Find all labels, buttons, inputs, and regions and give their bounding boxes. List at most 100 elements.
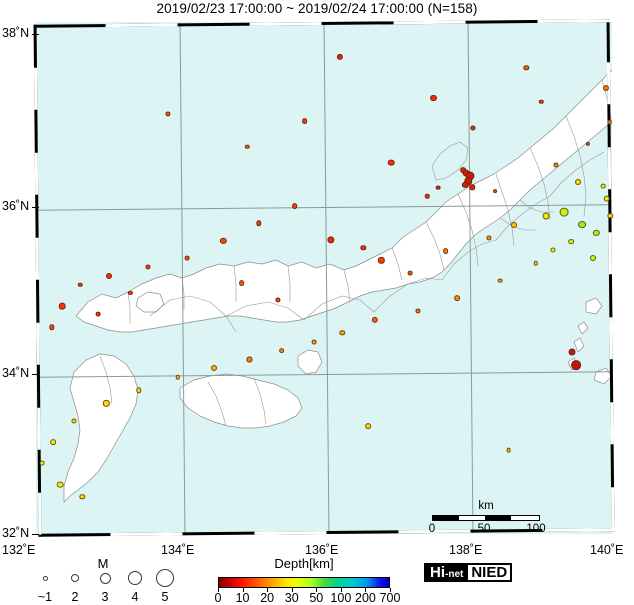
epicenter-marker <box>577 220 586 229</box>
magnitude-label-1: ~1 <box>37 590 53 604</box>
magnitude-symbol-3 <box>88 566 122 590</box>
epicenter-marker <box>79 494 85 500</box>
epicenter-marker <box>135 387 142 393</box>
epicenter-marker <box>486 235 492 241</box>
epicenter-marker <box>407 270 413 276</box>
epicenter-marker <box>553 162 559 168</box>
magnitude-label-5: 5 <box>161 590 169 604</box>
magnitude-legend-title: M <box>97 556 109 571</box>
logo-hi-text: Hi <box>430 564 445 581</box>
epicenter-marker <box>435 185 441 191</box>
epicenter-marker <box>510 222 517 229</box>
epicenter-marker <box>454 295 460 301</box>
epicenter-marker <box>533 260 538 266</box>
honshu-outline <box>75 69 612 333</box>
epicenter-marker <box>275 297 281 303</box>
magnitude-label-2: 2 <box>71 590 79 604</box>
xlabel-132E: 132˚E <box>2 543 36 557</box>
izu-niijima <box>577 321 589 335</box>
depth-tick-100 <box>340 588 342 592</box>
magnitude-symbol-2 <box>58 566 92 590</box>
ylabel-36N: 36˚N <box>2 199 30 213</box>
magnitude-legend-item-3: 3 <box>88 566 122 604</box>
epicenter-marker <box>339 330 346 336</box>
epicenter-marker <box>245 144 250 150</box>
epicenter-marker <box>336 53 343 60</box>
depth-tick-label-100: 100 <box>330 591 352 605</box>
depth-tick-20 <box>267 588 269 592</box>
epicenter-marker <box>442 248 449 255</box>
epicenter-marker <box>470 125 476 131</box>
epicenter-marker <box>327 236 335 244</box>
xlabel-140E: 140˚E <box>590 543 624 557</box>
depth-legend-title: Depth[km] <box>274 556 334 571</box>
noto-peninsula <box>431 141 469 181</box>
hinet-logo-text: Hi -net <box>426 564 467 581</box>
epicenter-marker <box>425 194 430 199</box>
ylabel-38N: 38˚N <box>2 26 30 40</box>
epicenter-marker <box>568 348 576 356</box>
epicenter-marker <box>589 255 596 262</box>
scale-bar-label-100: 100 <box>526 523 546 535</box>
ytick-32N <box>32 534 39 535</box>
epicenter-marker <box>50 439 56 445</box>
epicenter-marker <box>593 229 600 237</box>
magnitude-legend-item-5: 5 <box>148 566 182 604</box>
epicenter-marker <box>71 418 77 424</box>
depth-colorbar <box>218 577 390 588</box>
epicenter-marker <box>550 247 556 253</box>
epicenter-marker <box>542 212 550 220</box>
epicenter-marker <box>493 189 498 194</box>
epicenter-marker <box>175 374 181 380</box>
epicenter-marker <box>371 316 378 324</box>
epicenter-marker <box>568 238 575 245</box>
izu-kozushima <box>573 337 585 353</box>
epicenter-marker <box>210 365 217 372</box>
epicenter-marker <box>103 400 110 407</box>
epicenter-marker <box>574 179 581 186</box>
epicenter-marker <box>145 264 151 270</box>
epicenter-marker <box>185 255 190 261</box>
depth-tick-30 <box>291 588 293 592</box>
depth-tick-label-700: 700 <box>379 591 401 605</box>
depth-tick-label-0: 0 <box>214 591 222 605</box>
epicenter-marker <box>220 237 227 244</box>
epicenter-marker <box>128 290 133 295</box>
epicenter-marker <box>600 183 606 189</box>
epicenter-marker <box>462 181 469 188</box>
epicenter-marker <box>607 119 612 125</box>
epicenter-marker <box>415 308 421 314</box>
epicenter-marker <box>387 159 395 166</box>
xlabel-136E: 136˚E <box>305 543 339 557</box>
depth-tick-label-30: 30 <box>284 591 299 605</box>
epicenter-marker <box>165 111 171 117</box>
ytick-36N <box>32 207 39 208</box>
ytick-34N <box>32 374 39 375</box>
epicenter-marker <box>77 282 83 287</box>
hinet-nied-logo: Hi -net NIED <box>424 563 513 582</box>
depth-tick-0 <box>218 588 219 592</box>
magnitude-label-3: 3 <box>101 590 109 604</box>
ylabel-34N: 34˚N <box>2 366 30 380</box>
epicenter-marker <box>95 311 101 317</box>
epicenter-marker <box>278 347 285 354</box>
epicenter-marker <box>59 302 66 310</box>
depth-tick-200 <box>365 588 367 592</box>
epicenter-marker <box>571 359 581 370</box>
epicenter-marker <box>469 184 476 191</box>
depth-tick-label-200: 200 <box>354 591 376 605</box>
epicenter-marker <box>256 220 262 227</box>
epicenter-marker <box>603 195 610 203</box>
awaji-island <box>297 349 323 375</box>
epicenter-marker <box>497 278 503 283</box>
epicenter-marker <box>291 203 298 209</box>
epicenter-marker <box>559 207 569 217</box>
coastline-layer <box>63 69 612 503</box>
epicenter-marker <box>607 213 614 219</box>
magnitude-legend-item-1: ~1 <box>28 566 62 604</box>
logo-net-text: -net <box>445 569 464 580</box>
ylabel-32N: 32˚N <box>2 526 30 540</box>
epicenter-marker <box>57 481 64 488</box>
depth-tick-label-20: 20 <box>260 591 275 605</box>
depth-tick-label-50: 50 <box>309 591 324 605</box>
